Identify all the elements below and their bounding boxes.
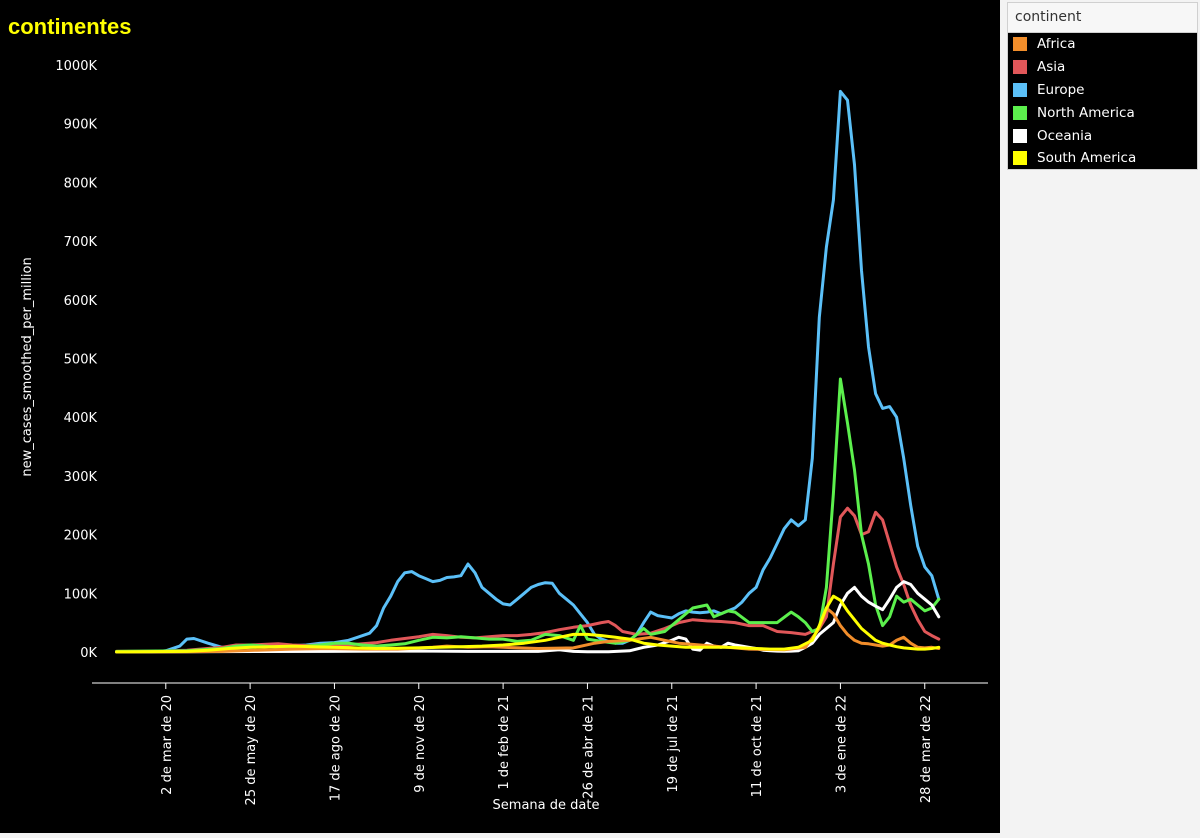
x-tick-label: 11 de oct de 21 (750, 695, 765, 797)
legend-label: Africa (1037, 36, 1076, 53)
legend-item-africa[interactable]: Africa (1008, 33, 1197, 56)
legend: continent Africa Asia Europe North America O… (1007, 2, 1198, 170)
legend-item-europe[interactable]: Europe (1008, 79, 1197, 102)
legend-label: North America (1037, 104, 1135, 121)
x-tick-label: 9 de nov de 20 (413, 695, 428, 793)
legend-label: Oceania (1037, 127, 1093, 144)
legend-item-south-america[interactable]: South America (1008, 147, 1197, 170)
y-tick-label: 200K (64, 529, 98, 544)
page-title: continentes (8, 14, 132, 39)
legend-item-asia[interactable]: Asia (1008, 56, 1197, 79)
legend-swatch (1013, 105, 1027, 120)
legend-item-north-america[interactable]: North America (1008, 101, 1197, 124)
series-line-south-america (115, 594, 941, 654)
legend-swatch (1013, 37, 1027, 52)
x-tick-label: 25 de may de 20 (244, 695, 259, 805)
y-axis-title: new_cases_smoothed_per_million (20, 257, 35, 476)
y-tick-label: 600K (64, 294, 98, 309)
legend-label: Asia (1037, 59, 1066, 76)
legend-title: continent (1008, 3, 1197, 33)
y-tick-label: 0K (80, 646, 97, 661)
legend-swatch (1013, 151, 1027, 166)
series-line-europe (115, 89, 941, 654)
x-tick-label: 28 de mar de 22 (919, 695, 934, 803)
legend-swatch (1013, 128, 1027, 143)
y-tick-label: 1000K (55, 59, 97, 74)
y-tick-label: 900K (64, 118, 98, 133)
y-tick-label: 100K (64, 587, 98, 602)
line-chart: 0K 100K 200K 300K 400K 500K 600K 700K 800K 900K 10… (20, 59, 988, 813)
y-tick-label: 300K (64, 470, 98, 485)
x-tick-label: 17 de ago de 20 (328, 695, 343, 801)
legend-label: Europe (1037, 81, 1085, 98)
legend-swatch (1013, 60, 1027, 75)
legend-items: Africa Asia Europe North America Oceania Sout… (1008, 33, 1197, 170)
y-tick-label: 700K (64, 235, 98, 250)
x-tick-label: 26 de abr de 21 (581, 695, 596, 799)
chart-panel: continentes 0K 100K 200K 300K 400K 500K 600K 70… (0, 0, 1000, 833)
y-tick-label: 800K (64, 176, 98, 191)
x-tick-label: 1 de feb de 21 (497, 695, 512, 790)
series-line-north-america (115, 377, 941, 653)
legend-swatch (1013, 82, 1027, 97)
y-tick-label: 500K (64, 353, 98, 368)
legend-label: South America (1037, 150, 1137, 167)
x-tick-label: 19 de jul de 21 (666, 695, 681, 793)
x-tick-label: 2 de mar de 20 (160, 695, 175, 795)
legend-item-oceania[interactable]: Oceania (1008, 124, 1197, 147)
y-tick-label: 400K (64, 411, 98, 426)
x-tick-label: 3 de ene de 22 (834, 695, 849, 793)
x-axis-title: Semana de date (493, 798, 600, 813)
